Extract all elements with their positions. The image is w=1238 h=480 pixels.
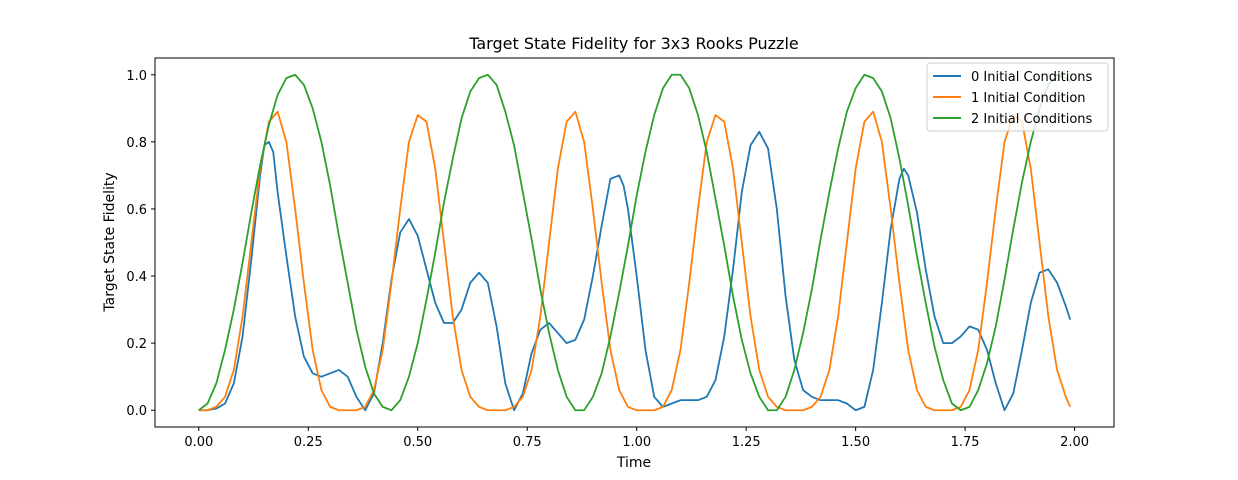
x-tick-label: 1.00	[622, 435, 651, 450]
chart-title: Target State Fidelity for 3x3 Rooks Puzz…	[468, 34, 798, 53]
y-axis-ticks: 0.0 0.2 0.4 0.6 0.8 1.0	[126, 69, 155, 419]
x-tick-label: 0.00	[184, 435, 213, 450]
x-tick-label: 1.50	[841, 435, 870, 450]
y-tick-label: 0.8	[126, 136, 147, 151]
y-tick-label: 0.4	[126, 270, 147, 285]
x-tick-label: 1.75	[951, 435, 980, 450]
y-tick-label: 0.2	[126, 337, 147, 352]
x-axis-label: Time	[616, 455, 651, 471]
legend-label-0: 0 Initial Conditions	[971, 70, 1093, 85]
series-line-2	[198, 73, 1071, 412]
x-axis-ticks: 0.00 0.25 0.50 0.75 1.00 1.25 1.50 1.75 2.00	[184, 427, 1089, 450]
plot-frame	[154, 57, 1115, 428]
x-tick-label: 0.25	[294, 435, 323, 450]
x-tick-label: 2.00	[1060, 435, 1089, 450]
x-tick-label: 0.75	[513, 435, 542, 450]
series-line-1	[198, 110, 1072, 412]
legend-label-1: 1 Initial Condition	[971, 91, 1086, 106]
x-tick-label: 0.50	[403, 435, 432, 450]
y-tick-label: 0.6	[126, 203, 147, 218]
series-line-0	[198, 130, 1072, 412]
y-tick-label: 0.0	[126, 404, 147, 419]
legend: 0 Initial Conditions 1 Initial Condition…	[926, 62, 1109, 132]
legend-box	[926, 62, 1109, 132]
y-tick-label: 1.0	[126, 69, 147, 84]
series-layer	[198, 73, 1072, 412]
legend-label-2: 2 Initial Conditions	[971, 112, 1093, 127]
x-tick-label: 1.25	[732, 435, 761, 450]
y-axis-label: Target State Fidelity	[102, 172, 118, 312]
